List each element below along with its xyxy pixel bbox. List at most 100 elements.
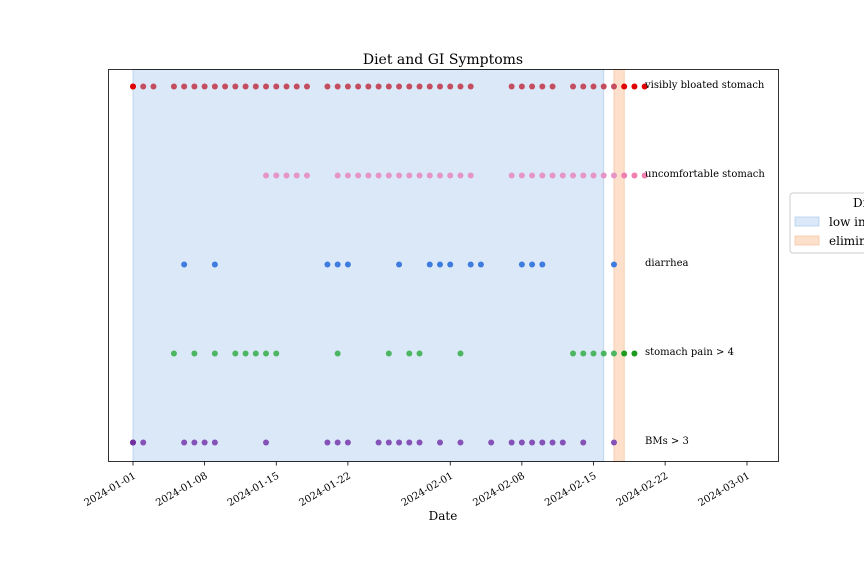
data-point — [590, 172, 597, 179]
data-point — [549, 83, 556, 90]
data-point — [457, 350, 464, 357]
data-point — [437, 439, 443, 446]
data-point — [273, 83, 280, 90]
data-point — [529, 83, 536, 90]
data-point — [539, 83, 546, 90]
data-point — [211, 261, 218, 268]
data-point — [344, 172, 351, 179]
data-point — [467, 83, 474, 90]
data-point — [263, 439, 270, 446]
data-point — [610, 83, 617, 90]
data-point — [406, 172, 413, 179]
data-point — [396, 83, 403, 90]
legend-title: Di — [853, 196, 864, 210]
legend-swatch-low — [794, 216, 820, 227]
data-point — [242, 350, 249, 357]
data-point — [631, 172, 638, 179]
data-point — [621, 83, 628, 90]
data-point — [406, 83, 413, 90]
data-point — [355, 83, 362, 90]
data-point — [324, 83, 331, 90]
data-point — [344, 83, 351, 90]
data-point — [396, 172, 403, 179]
data-point — [539, 439, 546, 446]
data-point — [437, 83, 443, 90]
data-point — [508, 172, 515, 179]
data-point — [529, 172, 536, 179]
data-point — [570, 172, 577, 179]
data-point — [570, 350, 577, 357]
data-point — [437, 261, 443, 268]
series-labels: visibly bloated stomach uncomfortable sto… — [644, 80, 765, 447]
data-point — [150, 83, 157, 90]
data-point — [181, 83, 188, 90]
data-point — [426, 261, 433, 268]
data-point — [610, 439, 617, 446]
data-point — [385, 172, 392, 179]
data-point — [467, 261, 474, 268]
data-point — [170, 350, 177, 357]
data-point — [426, 83, 433, 90]
data-point — [416, 172, 423, 179]
data-point — [437, 172, 443, 179]
data-point — [457, 83, 464, 90]
data-point — [559, 439, 566, 446]
data-point — [375, 172, 382, 179]
data-point — [303, 172, 310, 179]
data-point — [477, 261, 484, 268]
data-point — [201, 83, 208, 90]
data-point — [293, 172, 300, 179]
data-point — [211, 83, 218, 90]
data-point — [570, 83, 577, 90]
data-point — [283, 172, 290, 179]
data-point — [201, 439, 208, 446]
data-point — [621, 350, 628, 357]
data-point — [508, 439, 515, 446]
diet-periods — [132, 69, 625, 462]
data-point — [600, 83, 607, 90]
data-point — [396, 261, 403, 268]
data-point — [273, 172, 280, 179]
data-point — [324, 439, 331, 446]
series-label: BMs > 3 — [645, 436, 689, 447]
data-point — [222, 83, 229, 90]
data-point — [580, 83, 587, 90]
x-axis-label: Date — [429, 509, 458, 523]
data-point — [365, 172, 372, 179]
data-point — [191, 83, 198, 90]
legend-label-low: low in — [829, 215, 864, 229]
data-point — [529, 261, 536, 268]
data-point — [211, 439, 218, 446]
data-point — [447, 83, 454, 90]
data-point — [130, 439, 136, 446]
x-tick-label: 2024-02-22 — [615, 471, 670, 509]
data-point — [590, 83, 597, 90]
data-point — [641, 172, 648, 179]
data-point — [580, 350, 587, 357]
data-point — [375, 439, 382, 446]
data-point — [191, 439, 198, 446]
data-point — [293, 83, 300, 90]
data-point — [549, 439, 556, 446]
data-point — [610, 261, 617, 268]
data-point — [344, 261, 351, 268]
x-tick-label: 2024-02-08 — [471, 471, 526, 509]
legend: Di low in elimin — [789, 192, 864, 254]
x-tick-label: 2024-03-01 — [697, 471, 752, 509]
diet-period-0 — [132, 69, 605, 462]
data-point — [621, 172, 628, 179]
data-point — [416, 439, 423, 446]
data-point — [324, 261, 331, 268]
data-point — [355, 172, 362, 179]
data-point — [508, 83, 515, 90]
data-point — [518, 172, 525, 179]
data-point — [518, 439, 525, 446]
data-point — [396, 439, 403, 446]
x-tick-label: 2024-01-08 — [154, 471, 209, 509]
data-point — [416, 350, 423, 357]
data-point — [488, 439, 495, 446]
data-point — [518, 261, 525, 268]
data-point — [211, 350, 218, 357]
x-tick-label: 2024-02-15 — [543, 471, 598, 509]
data-point — [610, 350, 617, 357]
